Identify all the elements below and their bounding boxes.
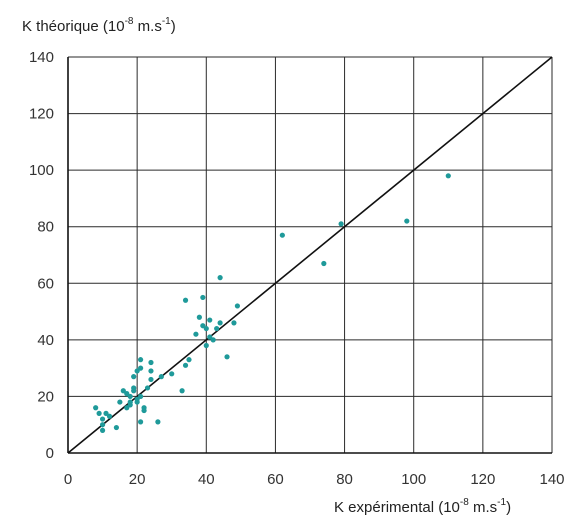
- x-tick-label: 60: [267, 471, 284, 488]
- x-tick-label: 80: [336, 471, 353, 488]
- data-point: [445, 173, 451, 179]
- data-point: [224, 354, 230, 360]
- data-point: [144, 385, 151, 391]
- data-point: [404, 218, 410, 224]
- y-tick-label: 60: [37, 275, 54, 292]
- x-tick-labels: 0 20 40 60 80 100 120 140: [64, 471, 565, 488]
- data-point: [196, 314, 202, 320]
- data-point: [210, 337, 216, 343]
- grid-lines: [68, 56, 553, 453]
- data-point: [106, 413, 113, 419]
- x-axis-title: K expérimental (10-8 m.s-1): [334, 497, 511, 516]
- data-point: [131, 385, 137, 391]
- data-point: [169, 371, 175, 377]
- data-point: [203, 325, 209, 332]
- data-point: [99, 422, 106, 428]
- data-point: [214, 325, 220, 332]
- data-point: [179, 388, 185, 394]
- data-point: [231, 320, 237, 326]
- data-point: [124, 391, 130, 397]
- data-point: [96, 410, 102, 416]
- data-point: [138, 365, 144, 371]
- data-point: [200, 323, 206, 329]
- y-tick-label: 100: [29, 162, 54, 179]
- data-point: [207, 317, 213, 323]
- x-tick-label: 20: [129, 471, 146, 488]
- data-point: [138, 393, 144, 400]
- data-point: [93, 405, 99, 411]
- data-point: [193, 331, 199, 337]
- y-tick-label: 120: [29, 106, 54, 123]
- data-point: [186, 357, 192, 363]
- data-point: [117, 399, 123, 405]
- data-point: [234, 303, 240, 309]
- x-tick-label: 0: [64, 471, 72, 488]
- data-point: [321, 260, 327, 267]
- y-tick-label: 40: [37, 332, 54, 349]
- reference-line: [67, 56, 553, 454]
- y-tick-label: 140: [29, 49, 54, 66]
- data-point: [138, 357, 144, 363]
- data-point: [134, 368, 140, 374]
- data-point: [127, 393, 133, 400]
- data-point: [148, 368, 154, 374]
- data-point: [127, 399, 133, 405]
- y-tick-label: 80: [37, 219, 54, 236]
- data-point: [207, 334, 213, 340]
- x-tick-label: 40: [198, 471, 215, 488]
- y-axis-title: K théorique (10-8 m.s-1): [22, 16, 176, 35]
- y-tick-labels: 0 20 40 60 80 100 120 140: [29, 49, 54, 462]
- data-point: [138, 419, 144, 425]
- data-point: [182, 362, 189, 368]
- data-point: [99, 427, 106, 433]
- data-point: [200, 294, 206, 301]
- data-point: [148, 376, 154, 383]
- data-point: [203, 342, 209, 349]
- data-point: [124, 405, 130, 411]
- x-tick-label: 120: [470, 471, 495, 488]
- data-point: [217, 320, 223, 326]
- data-point: [131, 374, 137, 380]
- data-point: [338, 221, 344, 227]
- data-point: [99, 416, 106, 422]
- data-point: [279, 232, 285, 238]
- y-tick-label: 20: [37, 388, 54, 405]
- x-tick-label: 140: [539, 471, 564, 488]
- data-point: [113, 424, 119, 431]
- y-tick-label: 0: [46, 445, 54, 462]
- data-point: [158, 374, 164, 380]
- data-point: [155, 419, 161, 425]
- x-tick-label: 100: [401, 471, 426, 488]
- data-point: [141, 405, 147, 411]
- data-point: [120, 388, 126, 394]
- data-point: [217, 275, 223, 281]
- data-point: [134, 396, 140, 402]
- data-point: [103, 410, 109, 416]
- data-points: [93, 173, 451, 433]
- data-point: [148, 359, 154, 366]
- data-point: [182, 297, 189, 303]
